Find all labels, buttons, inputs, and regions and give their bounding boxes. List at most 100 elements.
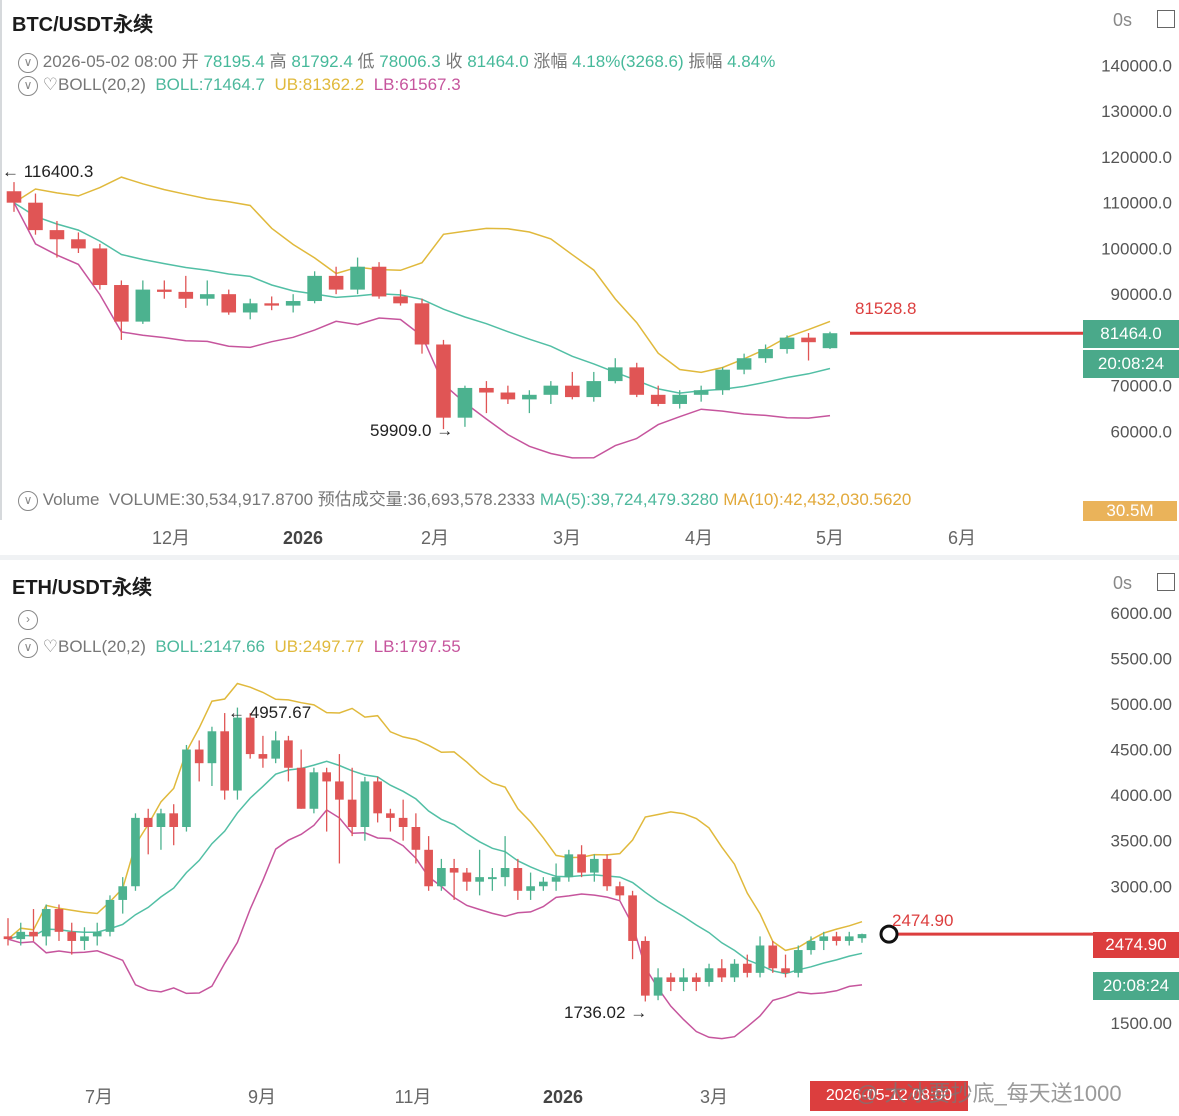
btc-candle-body [500,392,516,400]
eth-candle-body [615,886,625,896]
eth-boll-label[interactable]: BOLL(20,2) [57,637,146,656]
btc-chart-canvas[interactable]: 140000.0 130000.0 120000.0 110000.0 100000.0… [0,0,1179,555]
bell-icon[interactable]: ♡ [42,75,58,94]
collapse-chevron-icon[interactable]: ∨ [18,75,38,96]
btc-candle-body [49,230,65,240]
panel-left-border [0,0,2,520]
btc-volume-ma5: MA(5):39,724,479.3280 [539,490,719,509]
eth-candle-body [730,963,739,978]
eth-candle-body [589,858,599,873]
btc-candle-body [135,289,151,322]
btc-x-tick: 12月 [152,528,190,548]
collapse-chevron-icon[interactable]: ∨ [18,637,38,658]
btc-boll-lb: LB:61567.3 [373,75,461,94]
eth-candle-body [131,817,140,887]
btc-candle-body [629,367,645,395]
eth-candle-body [156,813,166,827]
btc-volume-label[interactable]: Volume [42,490,100,509]
eth-candle-body [207,731,217,764]
btc-y-tick: 110000.0 [1102,194,1172,213]
btc-candle-body [157,289,172,292]
eth-candle-body [309,772,319,809]
btc-x-tick: 2026 [283,528,323,548]
eth-chart-canvas[interactable]: 6000.00 5500.00 5000.00 4500.00 4000.00 3500.… [0,560,1179,1116]
collapse-chevron-icon[interactable]: ∨ [18,52,38,73]
btc-candle-body [715,369,730,391]
btc-y-tick: 70000.0 [1111,377,1172,396]
eth-candle-body [398,817,408,827]
btc-candle-body [371,266,387,297]
btc-volume-ma10: MA(10):42,432,030.5620 [723,490,912,509]
eth-candle-body [666,977,676,982]
eth-candle-body [220,731,230,791]
eth-y-tick: 1500.00 [1111,1014,1172,1033]
eth-candle-body [781,968,790,973]
eth-candle-body [717,968,727,978]
btc-candle-body [672,394,687,404]
bell-icon[interactable]: ♡ [42,637,58,656]
btc-candle-body [693,390,709,395]
eth-boll-mid-line [7,760,863,975]
eth-candle-body [373,781,382,814]
eth-low-marker: 1736.02 → [564,1003,648,1022]
btc-amplitude-value: 4.84% [727,52,776,71]
eth-layout-icon[interactable] [1157,573,1175,591]
eth-boll-ub: UB:2497.77 [274,637,365,656]
btc-candle-body [779,337,795,350]
eth-last-price-marker [879,924,899,944]
btc-candle-body [114,285,129,322]
btc-candle-body [285,301,301,306]
eth-candle-body [245,717,255,755]
btc-high-value: 81792.4 [291,52,353,71]
btc-boll-label[interactable]: BOLL(20,2) [57,75,146,94]
eth-candle-body [742,963,752,973]
eth-chart-panel: 6000.00 5500.00 5000.00 4500.00 4000.00 3500.… [0,560,1179,1116]
eth-y-tick: 3000.00 [1111,877,1172,896]
eth-candle-body [819,936,829,941]
btc-volume-legend: ∨ Volume VOLUME:30,534,917.8700 预估成交量:36… [18,485,911,511]
btc-x-tick: 3月 [553,528,581,548]
btc-candle-body [28,202,43,231]
eth-candle-body [704,968,714,982]
btc-x-tick: 6月 [948,528,976,548]
eth-candle-body [488,877,497,880]
eth-x-tick: 3月 [700,1087,728,1107]
watermark-text: @ 大冰要抄底_每天送1000 [856,1081,1122,1106]
btc-ohlc-date: 2026-05-02 08:00 [42,52,177,71]
btc-candle-body [264,303,279,306]
eth-candle-body [449,868,459,873]
btc-y-tick: 120000.0 [1101,148,1172,167]
eth-interval-label[interactable]: 0s [1113,573,1133,593]
eth-x-tick: 9月 [248,1087,276,1107]
eth-candle-body [105,899,115,932]
btc-candle-body [801,337,816,343]
eth-candle-body [92,931,102,937]
btc-candle-body [92,248,108,286]
panel-divider[interactable] [0,555,1179,560]
eth-crosshair-date-tag: 2026-05-12 08:00 [810,1081,968,1111]
btc-layout-icon[interactable] [1157,10,1175,28]
btc-open-value: 78195.4 [203,52,265,71]
arrow-right-icon: → [630,1003,648,1022]
eth-candle-body [844,936,854,941]
btc-candle-body [758,349,773,359]
eth-candle-body [628,895,637,941]
btc-low-marker: 59909.0 → [370,421,454,440]
collapse-chevron-icon[interactable]: ∨ [18,490,38,511]
btc-low-value: 78006.3 [379,52,441,71]
btc-countdown-tag: 20:08:24 [1083,350,1179,378]
eth-boll-lb: LB:1797.55 [373,637,461,656]
btc-x-tick: 4月 [685,528,713,548]
btc-interval-label[interactable]: 0s [1113,10,1133,30]
expand-chevron-icon[interactable]: › [18,609,38,630]
eth-candle-body [475,877,484,882]
btc-last-price-label: 81528.8 [855,299,917,318]
eth-candle-body [169,813,179,827]
eth-candle-body [233,717,242,791]
eth-candle-body [793,950,803,973]
eth-symbol-title[interactable]: ETH/USDT永续 [12,577,152,599]
eth-candle-body [551,877,561,882]
arrow-left-icon: ← [2,162,19,181]
btc-symbol-title[interactable]: BTC/USDT永续 [12,14,154,36]
eth-candle-body [768,945,778,969]
